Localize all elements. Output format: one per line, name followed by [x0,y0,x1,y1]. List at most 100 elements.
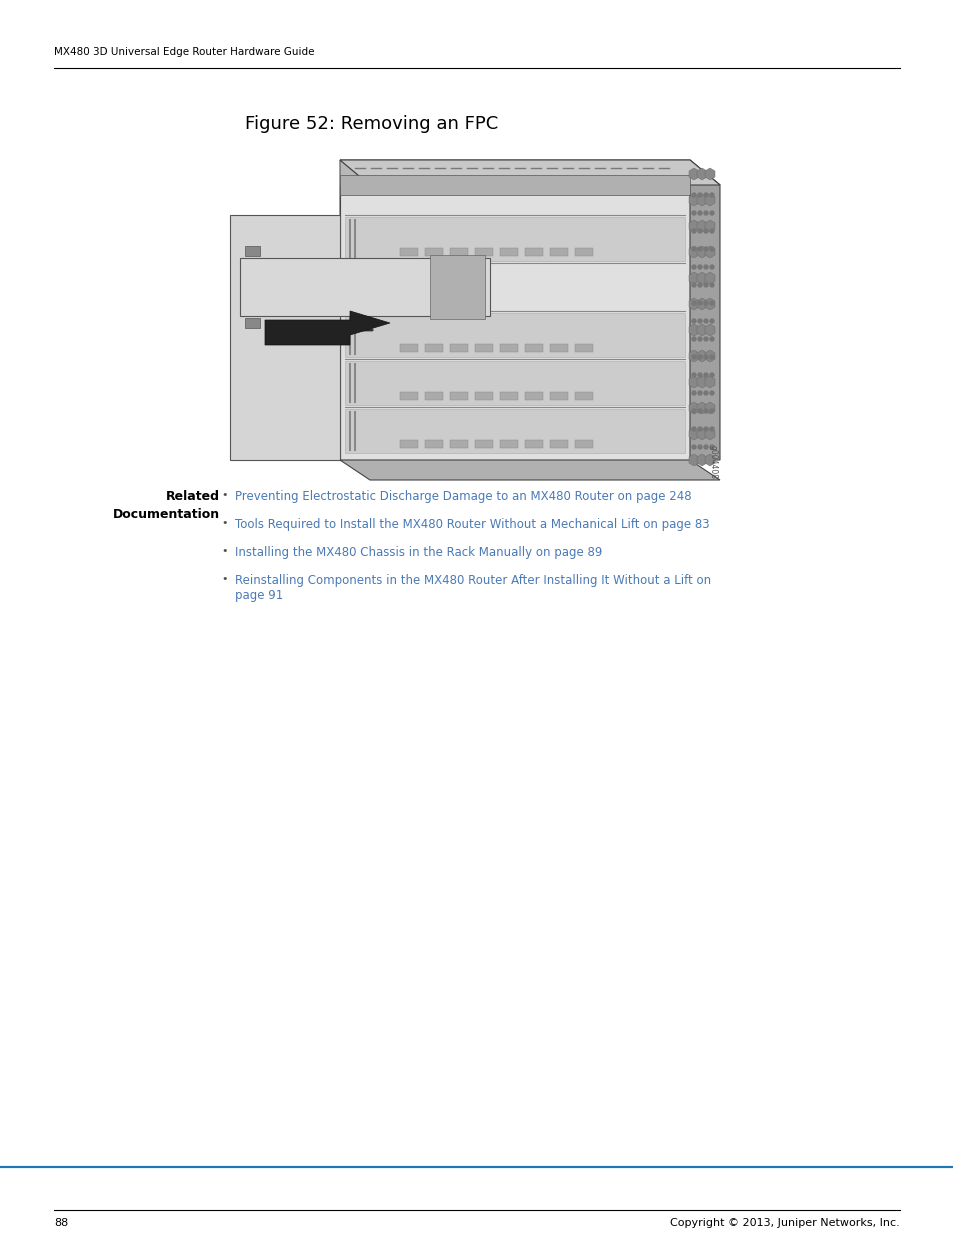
Circle shape [698,266,701,269]
Text: Related: Related [166,490,220,503]
Bar [430,254,484,319]
Circle shape [698,409,701,412]
Polygon shape [704,246,714,258]
Text: Documentation: Documentation [112,508,220,521]
Circle shape [709,319,713,324]
Polygon shape [704,272,714,284]
Circle shape [691,391,696,395]
Bar [345,312,684,357]
Bar [450,440,468,448]
Polygon shape [339,161,370,249]
Circle shape [691,193,696,198]
Circle shape [698,247,701,251]
Text: •: • [221,517,228,529]
Circle shape [691,354,696,359]
Polygon shape [697,272,706,284]
Circle shape [709,445,713,450]
Bar [345,409,684,453]
Polygon shape [697,194,706,206]
Circle shape [703,283,707,287]
Bar [499,440,517,448]
Circle shape [691,211,696,215]
Polygon shape [689,161,720,459]
Polygon shape [704,324,714,336]
Circle shape [709,427,713,431]
Circle shape [691,427,696,431]
Circle shape [698,391,701,395]
Bar [550,248,567,256]
Circle shape [709,193,713,198]
Polygon shape [339,161,720,185]
Text: •: • [221,490,228,500]
Polygon shape [240,258,490,316]
Text: g004408: g004408 [708,445,718,479]
Circle shape [703,337,707,341]
Text: 88: 88 [54,1218,69,1228]
Circle shape [703,301,707,305]
Polygon shape [704,350,714,362]
Circle shape [691,409,696,412]
Circle shape [703,427,707,431]
Bar [550,440,567,448]
Circle shape [691,283,696,287]
Circle shape [703,373,707,377]
Circle shape [691,228,696,233]
Bar [399,391,417,400]
Polygon shape [688,298,699,310]
Bar [475,345,493,352]
Circle shape [698,354,701,359]
Bar [575,440,593,448]
Polygon shape [697,403,706,414]
Circle shape [691,266,696,269]
Polygon shape [697,429,706,440]
Polygon shape [704,298,714,310]
Bar [550,391,567,400]
Polygon shape [697,454,706,466]
Polygon shape [704,403,714,414]
Polygon shape [697,168,706,180]
Polygon shape [339,459,720,480]
Bar [524,248,542,256]
Circle shape [703,193,707,198]
Bar [475,440,493,448]
Polygon shape [688,375,699,388]
Text: Figure 52: Removing an FPC: Figure 52: Removing an FPC [245,115,497,133]
Polygon shape [704,168,714,180]
Polygon shape [265,311,390,345]
Text: Reinstalling Components in the MX480 Router After Installing It Without a Lift o: Reinstalling Components in the MX480 Rou… [234,574,710,601]
Circle shape [703,247,707,251]
Bar [499,391,517,400]
Circle shape [691,445,696,450]
Bar [475,248,493,256]
Polygon shape [704,429,714,440]
Circle shape [709,409,713,412]
FancyArrowPatch shape [271,325,372,336]
Bar [450,345,468,352]
Circle shape [709,337,713,341]
Bar [339,175,689,195]
Text: Installing the MX480 Chassis in the Rack Manually on page 89: Installing the MX480 Chassis in the Rack… [234,546,601,559]
Circle shape [709,266,713,269]
Circle shape [698,301,701,305]
Circle shape [691,319,696,324]
Bar [575,248,593,256]
Circle shape [703,266,707,269]
Bar [245,317,260,329]
Polygon shape [704,194,714,206]
Polygon shape [688,246,699,258]
Polygon shape [688,272,699,284]
Polygon shape [339,185,689,459]
Text: Preventing Electrostatic Discharge Damage to an MX480 Router on page 248: Preventing Electrostatic Discharge Damag… [234,490,691,503]
Circle shape [703,354,707,359]
Bar [450,248,468,256]
Circle shape [698,228,701,233]
Polygon shape [688,403,699,414]
Circle shape [698,283,701,287]
Polygon shape [697,220,706,232]
Circle shape [691,247,696,251]
Polygon shape [697,375,706,388]
Circle shape [709,211,713,215]
Bar [524,345,542,352]
Bar [399,248,417,256]
Polygon shape [688,220,699,232]
